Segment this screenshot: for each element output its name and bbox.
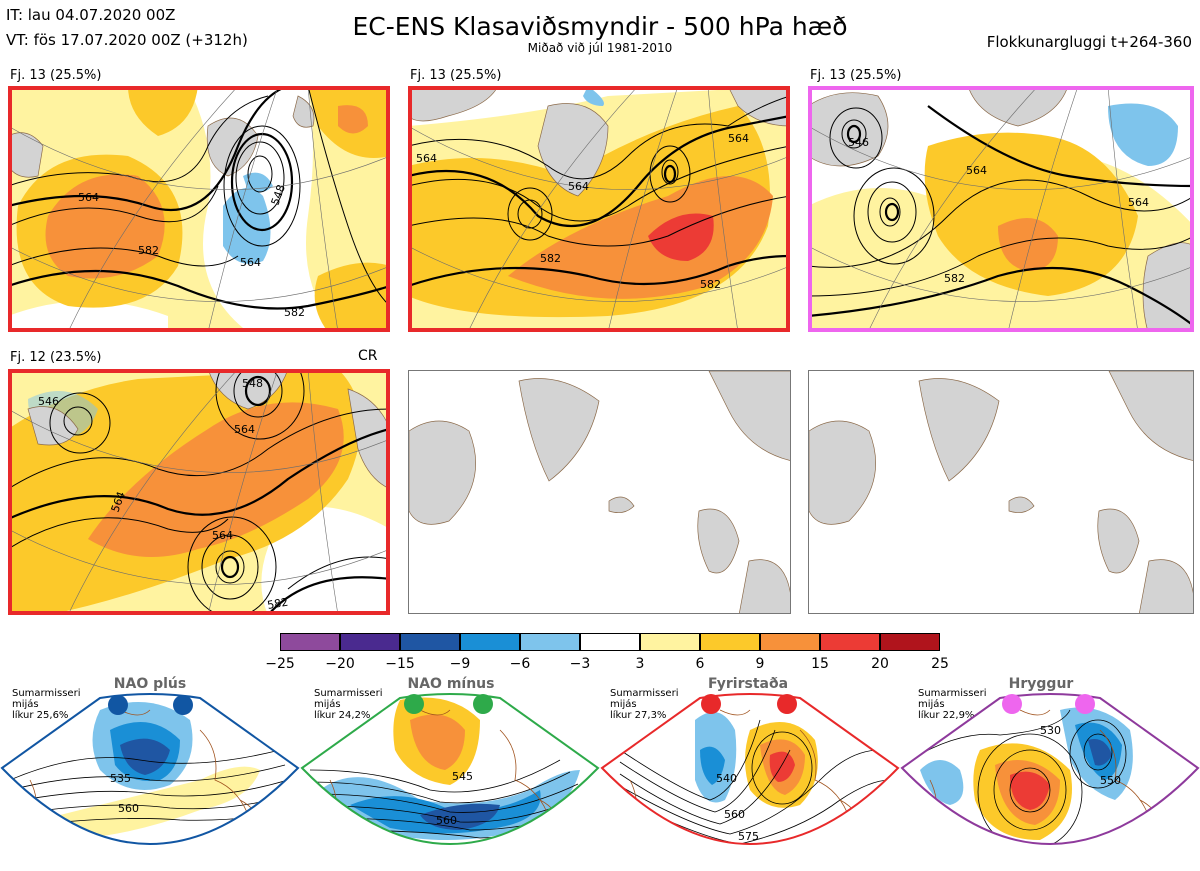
cluster-2-contour-label-3: 564: [728, 132, 749, 145]
cluster-3-map[interactable]: 546 564 564 582: [808, 86, 1194, 332]
cluster-4-label: Fj. 12 (23.5%): [10, 350, 102, 365]
cluster-3-label: Fj. 13 (25.5%): [810, 68, 902, 83]
regime-3-meta: Sumarmisseri mijás líkur 27,3%: [610, 688, 678, 721]
regime-4-name: Hryggur: [1008, 676, 1074, 692]
initial-time: IT: lau 04.07.2020 00Z: [6, 6, 176, 24]
cluster-4-map[interactable]: 546 548 564 564 564 582: [8, 369, 390, 615]
cluster-1-anomaly-plot: 564 548 564 582 582: [8, 86, 390, 332]
cluster-3-anomaly-plot: 546 564 564 582: [808, 86, 1194, 332]
regime-1-mean: mijás: [12, 699, 39, 710]
cluster-4-contour-label-3: 564: [234, 423, 255, 436]
empty-cluster-panel-2: [808, 370, 1194, 614]
regime-4-mean: mijás: [918, 699, 945, 710]
cluster-1-contour-label-5: 582: [284, 306, 305, 319]
colorbar-segment-8: [700, 633, 760, 651]
cluster-4-control-tag: CR: [358, 348, 378, 364]
cluster-3-contour-label-4: 582: [944, 272, 965, 285]
cluster-3-contour-label-3: 564: [1128, 196, 1149, 209]
regime-2-meta: Sumarmisseri mijás líkur 24,2%: [314, 688, 382, 721]
page-title: EC-ENS Klasaviðsmyndir - 500 hPa hæð: [352, 12, 848, 41]
regime-4-meta: Sumarmisseri mijás líkur 22,9%: [918, 688, 986, 721]
colorbar-segment-4: [460, 633, 520, 651]
regime-2-contour-label-2: 560: [436, 814, 457, 827]
regime-2-map: 545 560 575: [300, 693, 600, 865]
cluster-4-contour-label-1: 546: [38, 395, 59, 408]
regime-2-contour-label-3: 575: [446, 852, 467, 865]
colorbar-segment-5: [520, 633, 580, 651]
cluster-4-contour-label-2: 548: [242, 377, 263, 390]
colorbar-tick: 6: [695, 656, 705, 672]
colorbar-segment-3: [400, 633, 460, 651]
regime-3-name: Fyrirstaða: [707, 676, 789, 692]
cluster-4-anomaly-plot: 546 548 564 564 564 582: [8, 369, 390, 615]
empty-cluster-panel-1: [408, 370, 791, 614]
regime-2-name: NAO mínus: [407, 676, 495, 692]
regime-3-contour-label-2: 560: [724, 808, 745, 821]
regime-3-contour-label-3: 575: [738, 830, 759, 843]
cluster-1-contour-label-4: 582: [138, 244, 159, 257]
classification-window: Flokkunargluggi t+264-360: [986, 33, 1192, 51]
regime-1-season: Sumarmisseri: [12, 688, 81, 699]
colorbar-segment-2: [340, 633, 400, 651]
colorbar-segment-9: [760, 633, 820, 651]
colorbar-segment-7: [640, 633, 700, 651]
regime-2-mean: mijás: [314, 699, 341, 710]
regime-4-season: Sumarmisseri: [918, 688, 987, 699]
cluster-2-contour-label-1: 564: [416, 152, 437, 165]
regime-3-probability: líkur 27,3%: [610, 710, 667, 721]
regime-2-season: Sumarmisseri: [314, 688, 383, 699]
regime-1-map: 535 560: [0, 693, 300, 845]
colorbar-segment-10: [820, 633, 880, 651]
cluster-2-contour-label-5: 582: [700, 278, 721, 291]
regime-4-probability: líkur 22,9%: [918, 710, 975, 721]
regime-4-contour-label-1: 530: [1040, 724, 1061, 737]
regime-2-contour-label-1: 545: [452, 770, 473, 783]
regime-1-probability: líkur 25,6%: [12, 710, 69, 721]
regime-3-season: Sumarmisseri: [610, 688, 679, 699]
colorbar-tick: −6: [509, 656, 531, 672]
page-subtitle: Miðað við júl 1981-2010: [527, 41, 673, 55]
regime-3-mean: mijás: [610, 699, 637, 710]
cluster-2-anomaly-plot: 564 564 564 582 582: [408, 86, 790, 332]
cluster-1-map[interactable]: 564 548 564 582 582: [8, 86, 390, 332]
empty-panel-1-basemap: [409, 371, 790, 613]
colorbar-tick: 15: [811, 656, 829, 672]
cluster-4-contour-label-6: 582: [266, 596, 289, 612]
valid-time: VT: fös 17.07.2020 00Z (+312h): [6, 31, 248, 49]
empty-panel-2-basemap: [809, 371, 1193, 613]
cluster-3-contour-label-2: 564: [966, 164, 987, 177]
colorbar-tick: 9: [755, 656, 765, 672]
colorbar-tick: −3: [569, 656, 591, 672]
colorbar-tick: −9: [449, 656, 471, 672]
regime-2-probability: líkur 24,2%: [314, 710, 371, 721]
regime-3-map: 540 560 575: [600, 693, 900, 845]
regime-1-name: NAO plús: [113, 676, 187, 692]
colorbar-segment-1: [280, 633, 340, 651]
cluster-2-contour-label-2: 564: [568, 180, 589, 193]
colorbar-tick: 20: [871, 656, 889, 672]
colorbar-tick: 3: [635, 656, 645, 672]
cluster-2-contour-label-4: 582: [540, 252, 561, 265]
cluster-1-contour-label-1: 564: [78, 191, 99, 204]
cluster-4-contour-label-5: 564: [212, 529, 233, 542]
colorbar-tick: −25: [265, 656, 295, 672]
regime-3-contour-label-1: 540: [716, 772, 737, 785]
colorbar-tick: −20: [325, 656, 355, 672]
cluster-3-contour-label-1: 546: [848, 136, 869, 149]
regime-1-contour-label-2: 560: [118, 802, 139, 815]
regime-4-map: 530 550 575: [900, 693, 1200, 851]
colorbar-tick: −15: [385, 656, 415, 672]
cluster-1-contour-label-3: 564: [240, 256, 261, 269]
cluster-2-map[interactable]: 564 564 564 582 582: [408, 86, 790, 332]
regime-4-contour-label-3: 575: [1096, 838, 1117, 851]
regime-1-contour-label-1: 535: [110, 772, 131, 785]
colorbar-segment-11: [880, 633, 940, 651]
regime-4-contour-label-2: 550: [1100, 774, 1121, 787]
cluster-2-label: Fj. 13 (25.5%): [410, 68, 502, 83]
colorbar-segment-6: [580, 633, 640, 651]
colorbar-tick: 25: [931, 656, 949, 672]
regime-1-meta: Sumarmisseri mijás líkur 25,6%: [12, 688, 80, 721]
cluster-1-label: Fj. 13 (25.5%): [10, 68, 102, 83]
